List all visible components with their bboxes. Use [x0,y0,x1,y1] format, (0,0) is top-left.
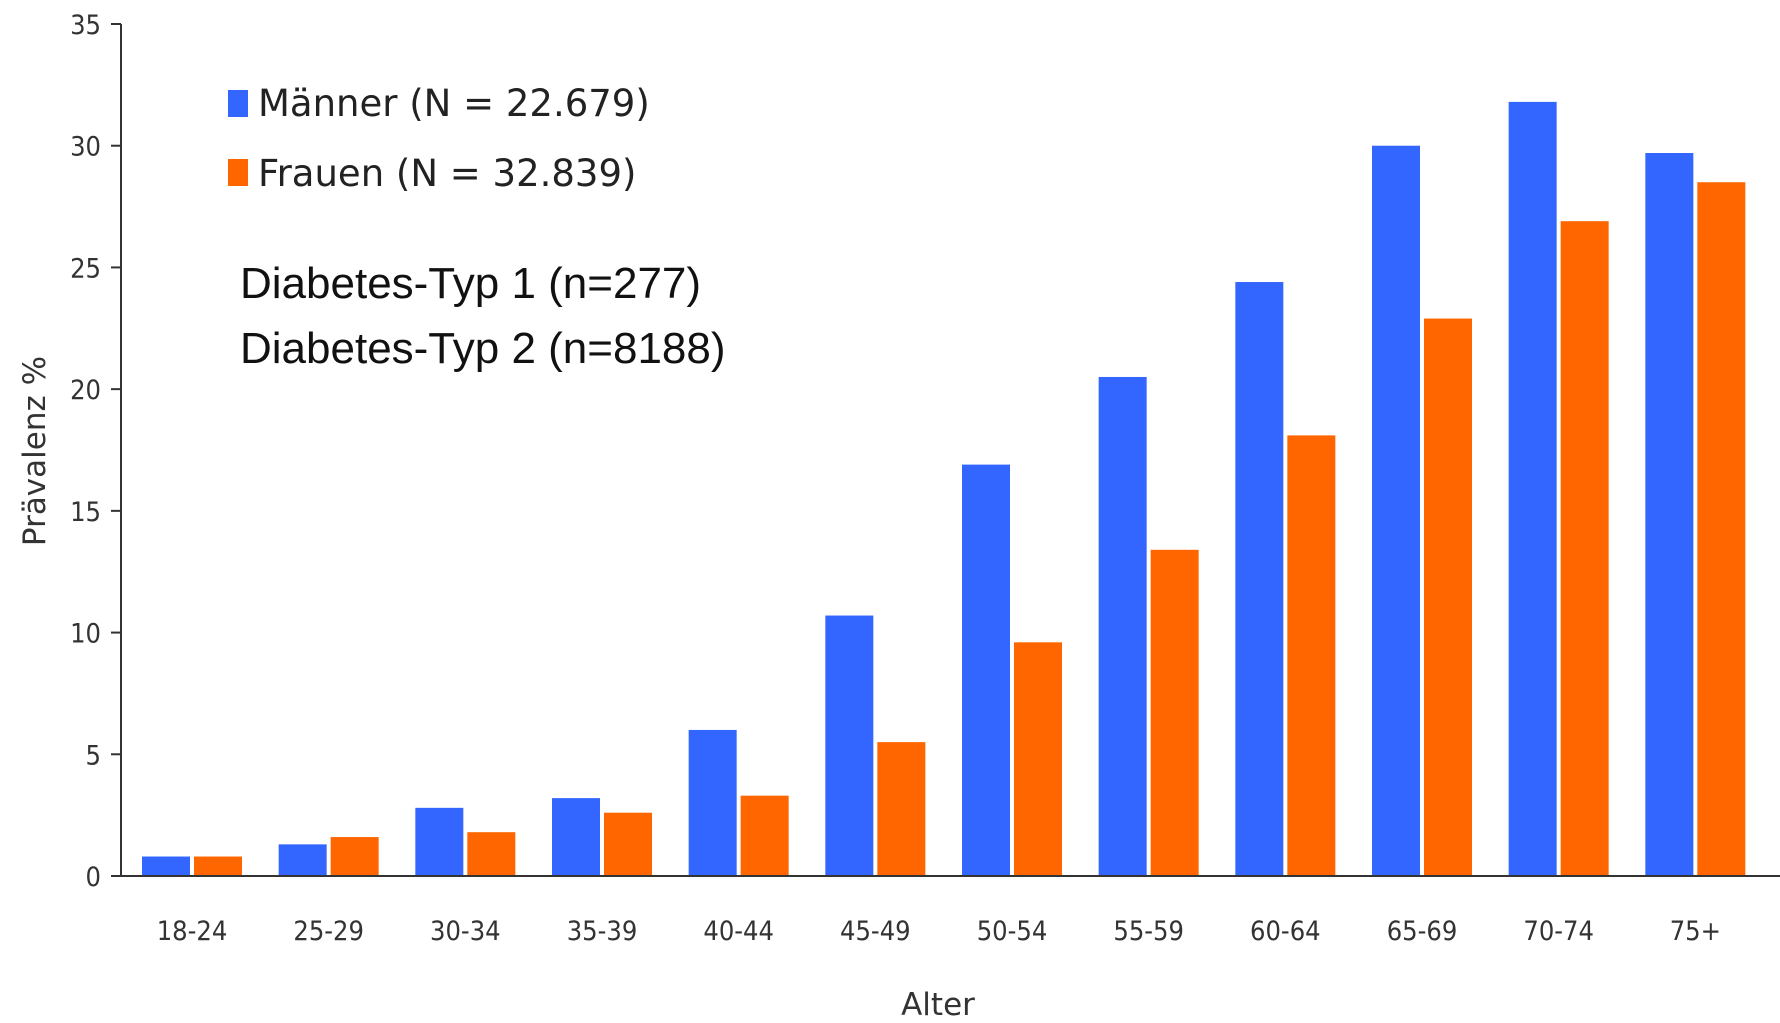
bar-frauen-25-29 [330,837,379,876]
annotation-typ1: Diabetes-Typ 1 (n=277) [240,259,701,308]
x-tick-label: 60-64 [1250,916,1321,947]
x-tick-label: 35-39 [567,916,638,947]
bar-maenner-30-34 [415,807,464,876]
bar-frauen-35-39 [604,812,652,876]
y-tick-label: 25 [70,253,101,284]
bar-frauen-18-24 [194,856,242,876]
legend-label-frauen: Frauen (N = 32.839) [258,152,636,195]
y-tick-label: 35 [70,10,101,41]
y-tick-label: 10 [70,619,101,650]
bar-frauen-45-49 [877,742,926,876]
bars-layer [142,101,1746,877]
x-tick-label: 25-29 [293,916,364,947]
bar-frauen-60-64 [1287,435,1336,876]
bar-frauen-40-44 [740,795,789,876]
x-tick-label: 40-44 [703,916,774,947]
y-tick-label: 30 [70,132,101,163]
bar-maenner-75plus [1645,153,1694,876]
legend-swatch-frauen [228,159,248,186]
bar-maenner-60-64 [1235,282,1284,876]
bar-frauen-75plus [1697,182,1746,876]
x-tick-label: 18-24 [157,916,228,947]
legend-swatch-maenner [228,90,248,117]
bar-frauen-30-34 [467,832,516,876]
x-tick-label: 50-54 [977,916,1048,947]
x-tick-label: 30-34 [430,916,501,947]
bar-maenner-25-29 [278,844,327,876]
x-tick-label: 70-74 [1523,916,1594,947]
bar-maenner-65-69 [1372,145,1420,876]
bar-frauen-70-74 [1560,221,1609,877]
x-ticks: 18-24 25-29 30-34 35-39 40-44 45-49 50-54 55-59… [157,916,1721,947]
bar-frauen-55-59 [1150,549,1199,876]
legend: Männer (N = 22.679) Frauen (N = 32.839) [228,82,650,195]
x-axis-title: Alter [901,987,975,1023]
legend-label-maenner: Männer (N = 22.679) [258,82,650,125]
x-tick-label: 75+ [1670,916,1721,947]
x-tick-label: 45-49 [840,916,911,947]
bar-frauen-65-69 [1424,318,1472,876]
bar-frauen-50-54 [1014,642,1062,876]
bar-maenner-50-54 [962,464,1010,876]
bar-maenner-35-39 [552,798,600,876]
annotation-typ2: Diabetes-Typ 2 (n=8188) [240,324,726,373]
bar-maenner-70-74 [1508,101,1557,876]
axes-layer [120,24,1780,877]
y-tick-label: 20 [70,375,101,406]
bar-maenner-55-59 [1098,376,1147,876]
bar-maenner-18-24 [142,856,190,876]
x-tick-label: 55-59 [1113,916,1184,947]
y-ticks: 0 5 10 15 20 25 30 35 [70,10,121,893]
y-tick-label: 15 [70,497,101,528]
y-tick-label: 5 [86,740,101,771]
bar-maenner-45-49 [825,615,874,876]
x-tick-label: 65-69 [1387,916,1458,947]
y-axis-title: Prävalenz % [17,356,53,546]
bar-maenner-40-44 [688,729,737,876]
y-tick-label: 0 [86,862,101,893]
